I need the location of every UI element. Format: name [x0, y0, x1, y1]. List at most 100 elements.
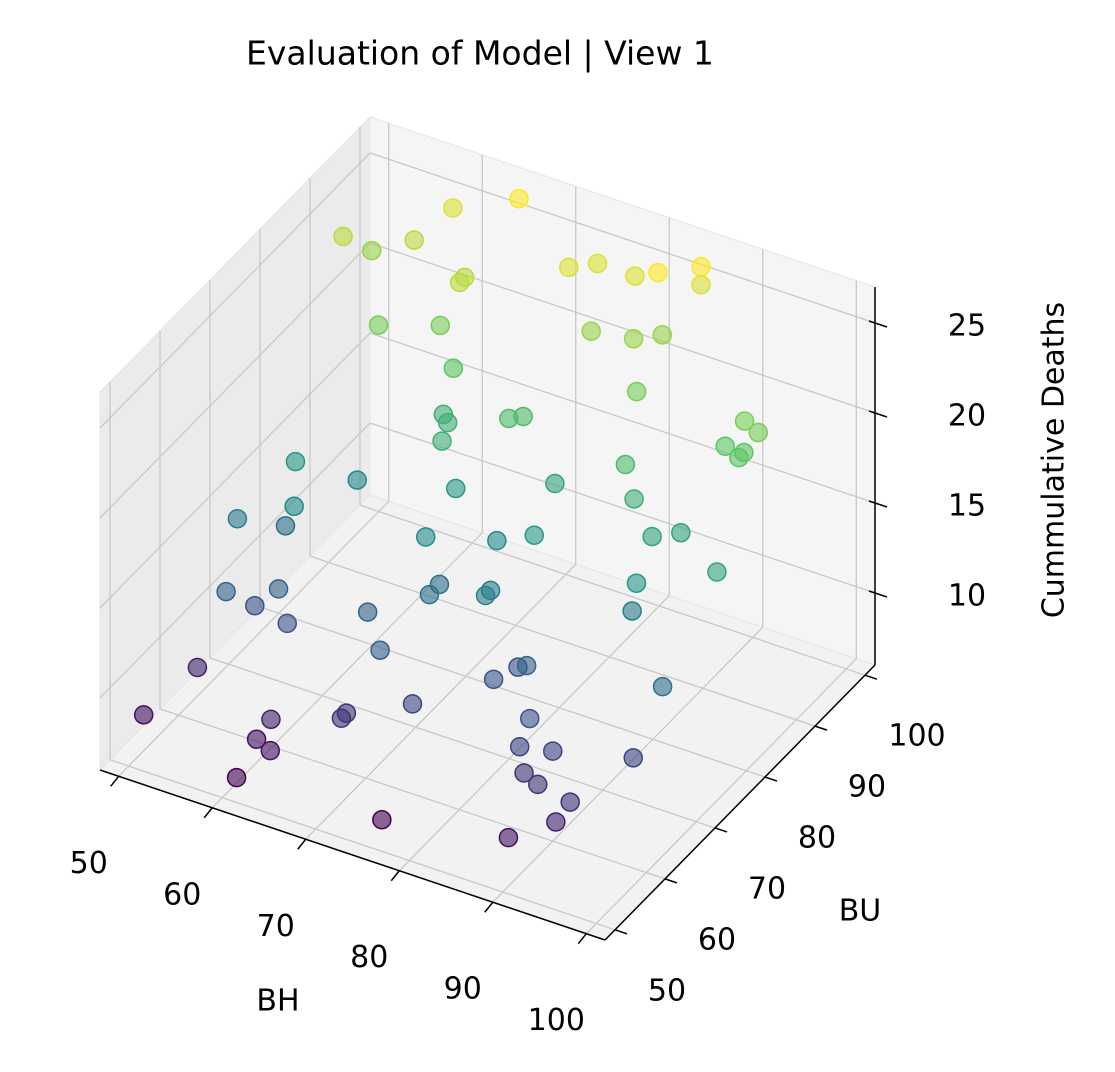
x-tick	[203, 807, 213, 819]
point	[707, 562, 727, 582]
point	[275, 516, 296, 536]
point	[362, 240, 382, 261]
point	[509, 737, 530, 757]
point	[648, 262, 668, 283]
point	[516, 655, 537, 676]
point	[715, 436, 735, 456]
point	[443, 198, 463, 218]
point	[642, 526, 662, 547]
grid-line	[369, 152, 876, 324]
point	[734, 442, 754, 463]
y-tick-label: 100	[888, 719, 945, 754]
x-tick	[390, 870, 400, 882]
y-tick-label: 50	[648, 973, 686, 1008]
point	[402, 694, 423, 714]
point	[524, 525, 545, 545]
point	[357, 602, 378, 622]
y-tick-label: 60	[698, 922, 736, 957]
point	[133, 705, 154, 725]
point	[336, 703, 357, 723]
grid-line	[585, 658, 857, 935]
point	[443, 358, 464, 378]
point	[559, 257, 579, 278]
x-tick	[110, 775, 120, 787]
point	[545, 473, 565, 494]
x-tick-label: 100	[528, 1003, 585, 1038]
point	[445, 478, 466, 499]
point	[226, 767, 247, 788]
grid-line	[159, 708, 666, 880]
point	[514, 763, 534, 783]
grid-line	[259, 606, 766, 778]
point	[623, 748, 643, 768]
z-tick	[868, 500, 888, 508]
grid-line	[369, 242, 876, 414]
point	[432, 431, 452, 451]
point	[623, 328, 644, 349]
point	[285, 451, 306, 472]
grid-line	[209, 657, 716, 829]
point	[419, 584, 440, 605]
y-tick	[814, 725, 828, 731]
grid-line	[99, 152, 371, 429]
point	[626, 381, 647, 402]
x-tick-label: 80	[350, 940, 388, 975]
point	[652, 325, 673, 345]
grid-line	[99, 242, 371, 519]
point	[277, 613, 297, 634]
y-tick-label: 80	[798, 821, 836, 856]
x-axis-label: BH	[256, 984, 299, 1019]
x-tick-label: 70	[257, 909, 295, 944]
z-axis-label: Cummulative Deaths	[1037, 302, 1072, 618]
point	[691, 275, 711, 295]
chart-title: Evaluation of Model | View 1	[246, 34, 714, 73]
grid-line	[109, 759, 616, 931]
x-tick-label: 50	[70, 846, 108, 881]
point	[509, 188, 529, 209]
point	[560, 792, 580, 812]
point	[543, 741, 563, 761]
point	[260, 740, 281, 761]
point	[415, 527, 436, 547]
z-tick	[868, 590, 888, 598]
y-tick	[614, 929, 628, 935]
point	[625, 266, 645, 286]
y-tick	[864, 674, 878, 680]
grid-line	[99, 422, 371, 699]
x-tick	[577, 933, 587, 945]
point	[261, 709, 281, 730]
grid-line	[359, 504, 866, 676]
grid-line	[398, 595, 670, 872]
point	[284, 496, 304, 517]
point	[528, 774, 548, 795]
x-tick-label: 90	[444, 972, 482, 1007]
point	[187, 657, 208, 678]
point	[671, 522, 691, 543]
grid-line	[369, 422, 876, 594]
z-tick-label: 20	[948, 399, 986, 434]
grid-line	[305, 563, 577, 840]
point	[437, 412, 458, 433]
point	[404, 230, 424, 250]
point	[626, 573, 647, 593]
grid-line	[99, 332, 371, 609]
z-tick-label: 10	[948, 579, 986, 614]
x-axis-line	[99, 769, 606, 941]
y-tick-label: 90	[848, 770, 886, 805]
point	[748, 422, 768, 443]
point	[368, 315, 389, 335]
point	[581, 321, 601, 341]
point	[430, 315, 451, 336]
point	[483, 669, 504, 690]
point	[691, 257, 711, 277]
point	[652, 676, 673, 697]
point	[734, 411, 755, 431]
point	[454, 267, 475, 288]
point	[487, 530, 507, 551]
point	[372, 810, 392, 830]
point	[519, 708, 540, 729]
point	[246, 729, 267, 750]
point	[587, 253, 608, 274]
point	[499, 408, 519, 429]
